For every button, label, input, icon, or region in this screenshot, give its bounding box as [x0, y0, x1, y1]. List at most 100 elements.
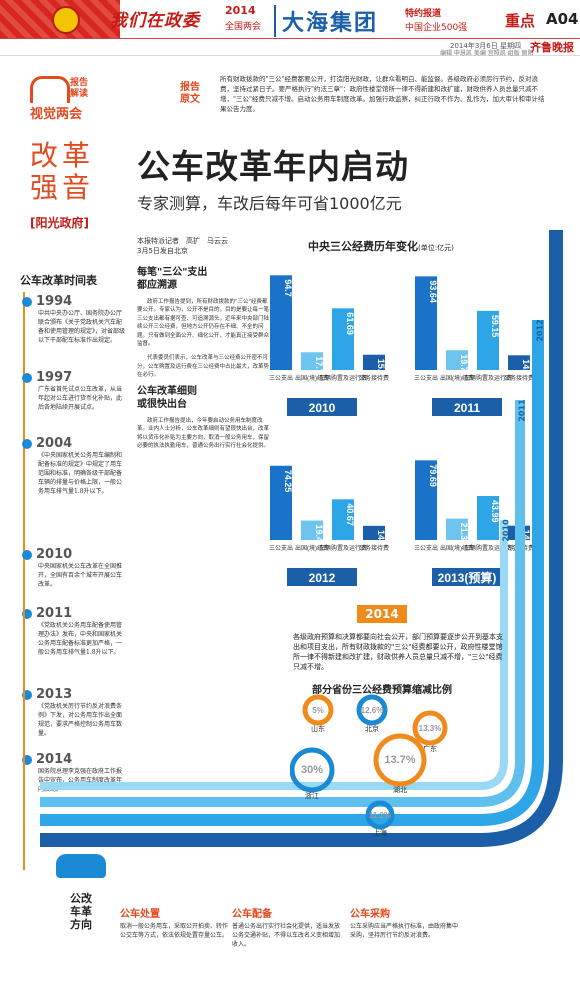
- chart-series-label: 2013(预算): [438, 570, 497, 585]
- byline-reporters: 本报特派记者 高扩 马云云: [137, 237, 228, 245]
- header-event: 全国两会: [225, 22, 262, 32]
- chart-category-label: 公务接待费: [359, 544, 389, 552]
- direction-item-title: 公车处置: [120, 909, 160, 920]
- direction-item-body: 取消一般公务用车，采取公开拍卖、转作公交车等方式，依法依规处置存量公车。: [120, 923, 229, 939]
- direction-item-body: 公车采购应当严格执行标准，由政府集中采购，坚持厉行节约反对浪费。: [350, 923, 459, 939]
- chart-data-label: 43.99: [490, 500, 500, 523]
- timeline-entry: 2010 中央国家机关公车改革在全国推开，全国有百余个城市开展公车改革。: [10, 547, 125, 589]
- timeline-desc: 国务院总理李克强在政府工作报告中宣布，公务用车制度改革年内启动。: [38, 768, 123, 793]
- byline-dateline: 3月5日发自北京: [137, 247, 188, 255]
- chart-category-label: 三公支出: [414, 544, 438, 552]
- chart-category-label: 三公支出: [414, 374, 438, 382]
- article-heading-1: 每笔"三公"支出 都应溯源: [137, 266, 272, 292]
- badge-line2: 解读: [70, 89, 89, 99]
- province-name: 广东: [423, 744, 437, 753]
- subheadline: 专家测算，车改后每年可省1000亿元: [137, 194, 402, 213]
- column-title-line1: 改革: [30, 139, 95, 172]
- provinces-title: 部分省份三公经费预算缩减比例: [312, 685, 452, 696]
- header-group: 大海集团: [274, 5, 378, 37]
- province-ring: [290, 747, 335, 793]
- province-ring: [356, 694, 388, 726]
- province-pct: 12.6%: [361, 706, 384, 715]
- page-number: A04: [546, 10, 579, 28]
- chart-series-label: 2010: [309, 401, 336, 415]
- chart-category-label: 三公支出: [269, 544, 293, 552]
- timeline: 公车改革时间表 1994 中共中央办公厅、国务院办公厅联合颁布《关于党政机关汽车…: [0, 262, 128, 862]
- timeline-year: 2013: [10, 687, 125, 702]
- credits-line: 编辑 申慧凯 美编 宫照凯 组版 丽阳: [440, 50, 534, 57]
- timeline-desc: 中共中央办公厅、国务院办公厅联合颁布《关于党政机关汽车配备和使用管理的规定》，对…: [38, 310, 126, 344]
- timeline-year: 2010: [10, 547, 125, 562]
- header-special-label: 特约报道: [405, 9, 442, 19]
- chart-data-label: 93.64: [428, 280, 438, 303]
- chart-data-label: 94.7: [283, 279, 293, 297]
- article-paragraph: 代表委员们表示，公车改革与三公经费公开密不可分，公车购置及运行费在三公经费中占比…: [137, 355, 270, 378]
- paper-name: 齐鲁晚报: [530, 41, 574, 54]
- timeline-year: 1997: [10, 370, 125, 385]
- right-year-label: 2010: [501, 519, 511, 542]
- province-name: 湖北: [393, 785, 407, 794]
- chart-series-label: 2012: [309, 571, 336, 585]
- province-name: 浙江: [305, 791, 319, 800]
- direction-label: 公改 车革 方向: [70, 892, 110, 931]
- timeline-desc: 《党政机关公务用车配备使用管理办法》发布，中央和国家机关公务用车配备标准更加严格…: [38, 622, 123, 656]
- provinces-diagram: 5% 山东 12.6% 北京 13.3% 广东 30% 浙江 13.7% 湖北 11.2% 上海: [290, 694, 448, 837]
- column-tag: [阳光政府]: [30, 216, 89, 230]
- province-name: 北京: [365, 724, 379, 733]
- province-ring: [373, 733, 427, 787]
- report-original-label: 报告原文: [180, 82, 200, 105]
- date-line: 2014年3月6日 星期四: [450, 42, 521, 50]
- badge-line1: 报告: [70, 78, 89, 88]
- masthead: 我们在政委 2014 全国两会 大海集团 特约报道 中国企业500强 重点 A0…: [0, 0, 580, 39]
- direction-label-2: 车革: [70, 905, 92, 918]
- header-year: 2014: [225, 4, 256, 17]
- sub-header: 2014年3月6日 星期四 编辑 申慧凯 美编 宫照凯 组版 丽阳 齐鲁晚报: [0, 39, 580, 57]
- chart-data-label: 79.69: [428, 464, 438, 487]
- direction-item-title: 公车采购: [350, 909, 390, 920]
- article-heading-1b: 都应溯源: [137, 280, 177, 291]
- article-paragraph: 政府工作报告提出，今年要启动公务用车制度改革。业内人士分析，公车改革细则有望很快…: [137, 417, 270, 450]
- chart-data-label: 74.25: [283, 470, 293, 493]
- timeline-entry: 2011 《党政机关公务用车配备使用管理办法》发布，中央和国家机关公务用车配备标…: [10, 606, 125, 657]
- chart-series-label: 2011: [454, 401, 480, 415]
- chart-data-label: 61.69: [345, 312, 355, 335]
- article-column: 每笔"三公"支出 都应溯源 政府工作报告提到，所有财政拨款的"三公"经费都要公开…: [137, 262, 272, 456]
- chart-data-label: 19.77: [459, 354, 469, 377]
- timeline-year: 2014: [10, 752, 125, 767]
- timeline-title: 公车改革时间表: [20, 274, 97, 287]
- report-badge-icon: [30, 76, 70, 103]
- header-special-sub: 中国企业500强: [405, 23, 468, 33]
- chart-data-label: 21.36: [459, 523, 469, 546]
- timeline-year: 2011: [10, 606, 125, 621]
- chart-category-label: 公务接待费: [504, 374, 534, 382]
- chart-category-label: 三公支出: [269, 374, 293, 382]
- visual-label: 视觉两会: [30, 107, 83, 122]
- right-year-label: 2012: [535, 319, 545, 342]
- direction-item-title: 公车配备: [232, 909, 272, 920]
- timeline-desc: 中央国家机关公车改革在全国推开，全国有百余个城市开展公车改革。: [38, 563, 123, 588]
- province-pct: 5%: [312, 706, 324, 715]
- timeline-desc: 《党政机关厉行节约反对浪费条例》下发，对公务用车作出全面规范，要求严格控制公务用…: [38, 703, 123, 737]
- article-paragraph: 政府工作报告提到，所有财政拨款的"三公"经费都要公开。专家认为，公开不是目的，目…: [137, 298, 270, 348]
- right-year-label: 2013: [552, 229, 562, 252]
- section-label: 重点: [505, 12, 536, 30]
- header-slogan: 我们在政委: [110, 11, 200, 31]
- timeline-year: 1994: [10, 294, 125, 309]
- badge-text: 报告 解读: [70, 78, 88, 100]
- headline: 公车改革年内启动: [137, 147, 409, 186]
- province-name: 上海: [373, 828, 387, 837]
- chart-data-label: 40.67: [345, 503, 355, 526]
- province-ring: [412, 710, 448, 746]
- province-pct: 13.3%: [419, 724, 442, 733]
- chart-category-label: 公务接待费: [359, 374, 389, 382]
- province-pct: 11.2%: [369, 811, 391, 820]
- timeline-entry: 1997 广东省首先试点公车改革，从当年起对公车进行货币化补贴，此后各地陆续开展…: [10, 370, 125, 412]
- right-year-label: 2011: [517, 399, 527, 422]
- timeline-desc: 《中央国家机关公务用车编制和配备标准的规定》中规定了用车范围和标准，明确各级干部…: [38, 452, 123, 495]
- timeline-entry: 2013 《党政机关厉行节约反对浪费条例》下发，对公务用车作出全面规范，要求严格…: [10, 687, 125, 738]
